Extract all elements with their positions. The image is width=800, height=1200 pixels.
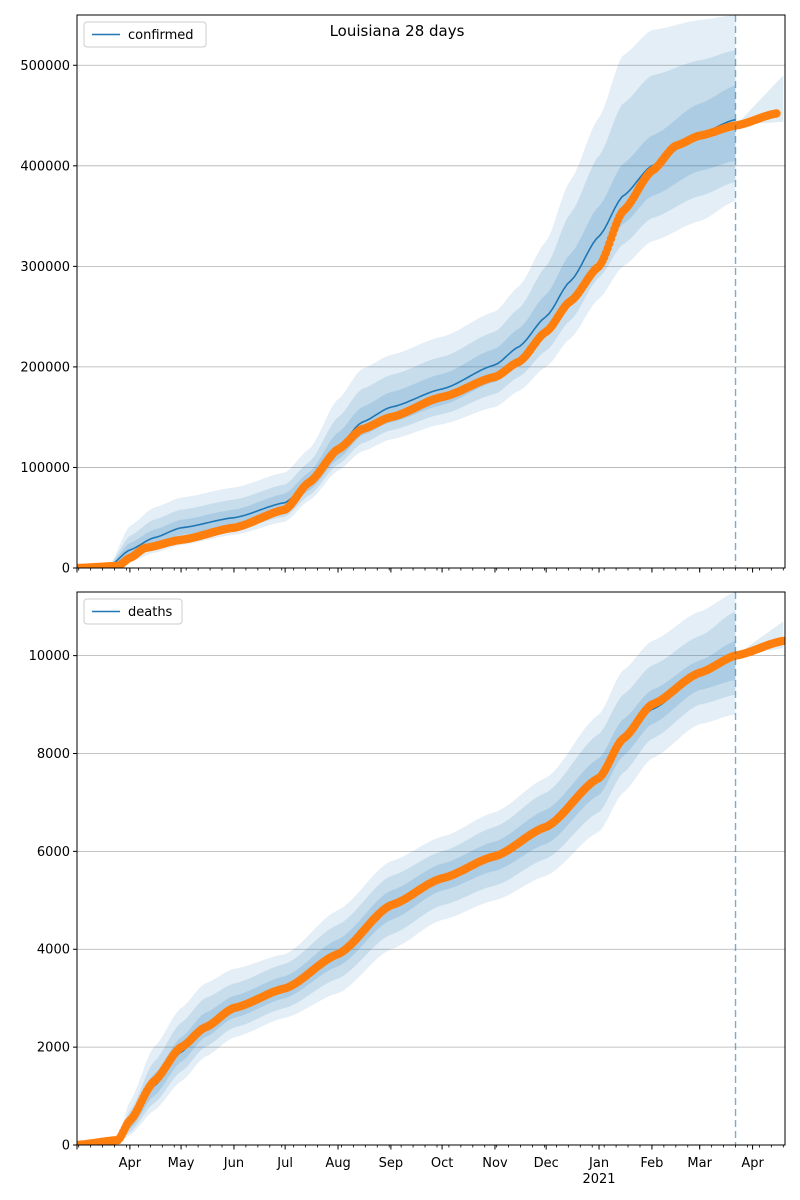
uncertainty-band (77, 640, 736, 1145)
x-tick-label: Jul (276, 1156, 293, 1171)
y-tick-label: 500000 (20, 59, 70, 74)
figure-title: Louisiana 28 days (330, 22, 465, 40)
plot-area (77, 15, 784, 568)
x-tick-label: Jun (223, 1156, 244, 1171)
x-tick-label: Nov (482, 1156, 508, 1171)
x-tick-label: Oct (431, 1156, 453, 1171)
uncertainty-band (77, 15, 736, 568)
y-tick-label: 4000 (37, 943, 70, 958)
x-tick-label: Aug (325, 1156, 350, 1171)
confirmed-panel: 0 100000 200000 300000 400000 500000 confirmed (20, 14, 786, 577)
uncertainty-band (77, 85, 736, 568)
uncertainty-band (77, 50, 736, 568)
y-tick-label: 8000 (37, 747, 70, 762)
y-tick-label: 300000 (20, 260, 70, 275)
y-tick-label: 100000 (20, 461, 70, 476)
x-tick-label: Dec (534, 1156, 559, 1171)
y-tick-label: 10000 (29, 649, 70, 664)
legend: confirmed (83, 21, 207, 48)
observed-point (772, 109, 781, 118)
y-tick-label: 0 (62, 1139, 70, 1154)
x-tick-label: Apr (119, 1156, 142, 1171)
y-tick-label: 0 (62, 562, 70, 577)
axes-frame (76, 14, 786, 569)
legend-box (83, 598, 183, 625)
x-tick-label: Apr (741, 1156, 764, 1171)
model-line (77, 118, 736, 568)
legend-label: confirmed (128, 28, 194, 43)
legend-label: deaths (128, 605, 173, 620)
y-tick-label: 2000 (37, 1041, 70, 1056)
y-tick-label: 400000 (20, 159, 70, 174)
legend: deaths (83, 598, 183, 625)
x-tick-label: Feb (640, 1156, 663, 1171)
axes-frame (76, 591, 786, 1146)
x-tick-label: May (168, 1156, 195, 1171)
uncertainty-band (77, 611, 736, 1145)
legend-box (83, 21, 207, 48)
x-tick-label: Mar (687, 1156, 712, 1171)
plot-area (77, 592, 785, 1145)
deaths-panel: 0 2000 4000 6000 8000 10000 Apr May Jun Jul Aug Sep… (29, 591, 786, 1187)
y-tick-label: 200000 (20, 360, 70, 375)
x-tick-label: Jan 2021 (582, 1156, 615, 1187)
observed-point (779, 636, 785, 646)
y-tick-label: 6000 (37, 845, 70, 860)
x-tick-label: Sep (379, 1156, 404, 1171)
